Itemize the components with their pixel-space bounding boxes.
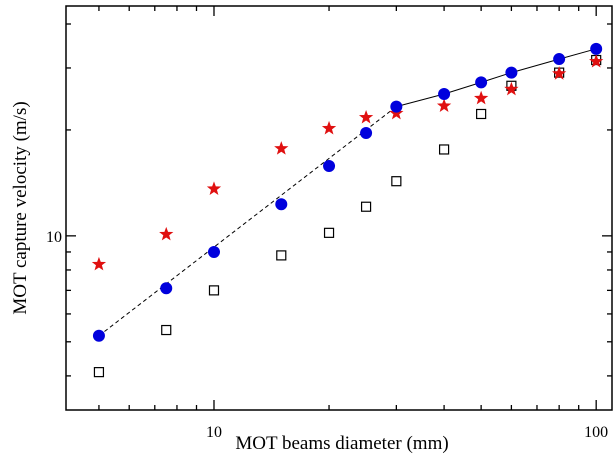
star-data-point: [206, 181, 222, 195]
y-tick-label: 10: [46, 229, 62, 246]
circle-data-point: [360, 127, 373, 140]
circle-data-point: [275, 198, 288, 211]
circle-data-point: [553, 53, 566, 66]
square-data-point: [161, 324, 172, 336]
star-data-point: [159, 226, 174, 241]
plot-frame: [65, 5, 613, 411]
star-data-point: [91, 256, 107, 271]
square-data-point: [438, 144, 450, 155]
circle-data-point: [505, 66, 518, 79]
y-axis-title: MOT capture velocity (m/s): [10, 101, 31, 314]
x-axis-title: MOT beams diameter (mm): [235, 433, 448, 454]
circle-data-point: [590, 42, 603, 55]
data-points: [91, 42, 604, 378]
circle-data-point: [475, 76, 488, 89]
square-data-point: [360, 201, 372, 212]
square-data-point: [276, 250, 287, 261]
x-tick-label: 100: [584, 424, 608, 441]
circle-data-point: [160, 282, 173, 295]
square-data-point: [323, 227, 335, 238]
star-data-point: [552, 66, 567, 80]
tick-labels: 10 100 10: [46, 229, 608, 441]
circle-data-point: [323, 159, 336, 172]
star-data-point: [321, 120, 337, 135]
star-data-point: [474, 90, 489, 105]
square-data-point: [93, 367, 105, 378]
star-data-point: [436, 98, 452, 113]
square-data-point: [208, 285, 220, 296]
star-data-point: [504, 81, 519, 96]
star-data-point: [358, 109, 374, 124]
fit-lines: [98, 48, 597, 337]
x-tick-label: 10: [206, 424, 222, 441]
circle-data-point: [438, 88, 451, 101]
solid-fit-line: [396, 48, 597, 108]
square-data-point: [476, 108, 487, 120]
circle-data-point: [207, 245, 220, 258]
circle-data-point: [92, 329, 105, 342]
star-data-point: [274, 141, 289, 155]
axis-ticks: [66, 6, 612, 410]
circle-data-point: [390, 100, 403, 113]
square-data-point: [391, 176, 402, 187]
star-data-point: [589, 53, 604, 68]
dashed-fit-line: [98, 106, 397, 337]
